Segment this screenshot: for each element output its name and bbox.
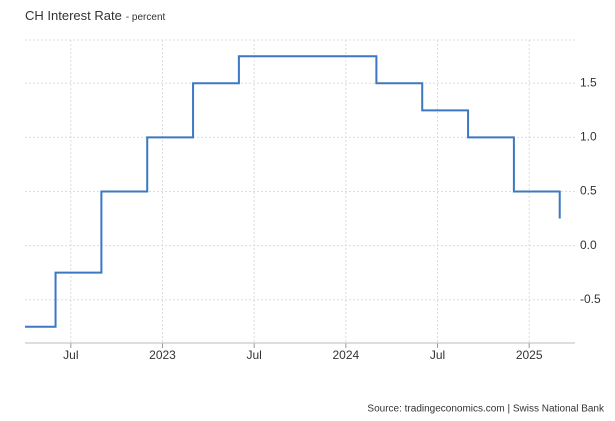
source: Source: tradingeconomics.com | Swiss Nat… [367, 404, 605, 415]
x-tick-label: Jul [63, 348, 78, 362]
y-tick-label: 0.0 [580, 238, 597, 252]
x-tick-label: 2023 [149, 348, 176, 362]
subtitle: - percent [126, 12, 166, 23]
y-tick-label: 1.0 [580, 130, 597, 144]
line [25, 55, 561, 328]
chart-title: CH Interest Rate - percent [25, 8, 166, 23]
y-tick-label: -0.5 [580, 292, 601, 306]
y-tick-label: 0.5 [580, 184, 597, 198]
x-tick-label: 2024 [332, 348, 359, 362]
y-tick-label: 1.5 [580, 75, 597, 89]
x-tick-label: Jul [246, 348, 261, 362]
x-tick-label: Jul [430, 348, 445, 362]
title: CH Interest Rate [25, 8, 122, 23]
x-tick-label: 2025 [516, 348, 543, 362]
